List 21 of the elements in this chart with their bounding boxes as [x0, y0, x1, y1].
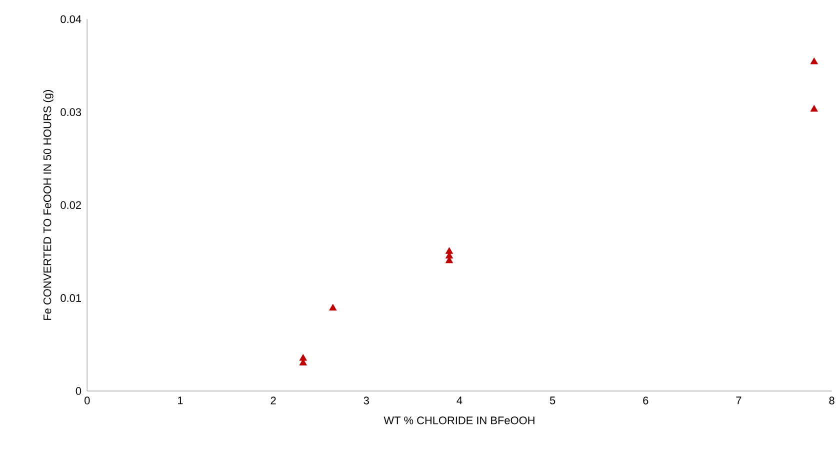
x-tick-label: 2	[270, 396, 276, 404]
y-tick-label: 0.04	[60, 15, 82, 23]
y-axis-title: Fe CONVERTED TO FeOOH IN 50 HOURS (g)	[43, 90, 54, 320]
point	[810, 104, 818, 112]
y-tick-label: 0.01	[60, 294, 81, 302]
y-tick-label: 0.03	[60, 108, 82, 116]
y-tick-label: 0.02	[60, 201, 81, 209]
x-axis-title: WT % CHLORIDE IN BFeOOH	[384, 416, 534, 424]
point	[329, 304, 337, 310]
x-tick-label: 6	[643, 396, 648, 404]
x-tick-label: 3	[364, 396, 369, 404]
y-tick-label: 0	[76, 387, 82, 395]
point	[810, 57, 818, 64]
x-tick-label: 0	[84, 396, 90, 404]
x-tick-label: 1	[178, 396, 183, 404]
x-tick-label: 7	[736, 396, 742, 404]
point	[299, 354, 307, 361]
point	[445, 247, 454, 254]
x-tick-label: 5	[550, 396, 556, 404]
x-tick-label: 4	[456, 396, 462, 404]
x-tick-label: 8	[829, 396, 834, 404]
